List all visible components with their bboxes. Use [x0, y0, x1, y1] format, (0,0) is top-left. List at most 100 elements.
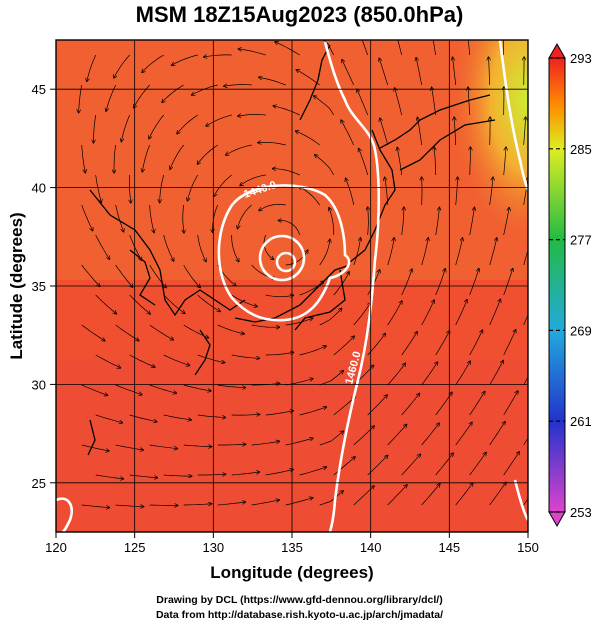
contour-center-inner	[275, 251, 297, 273]
streamline	[217, 384, 246, 388]
streamline	[273, 106, 300, 116]
streamline	[81, 384, 108, 395]
streamline	[183, 204, 184, 233]
streamline	[285, 318, 313, 326]
streamline	[489, 238, 497, 266]
streamline	[296, 70, 320, 86]
streamline	[523, 376, 528, 386]
streamline	[197, 294, 221, 312]
streamline	[468, 40, 471, 56]
streamline	[368, 207, 369, 236]
streamline	[470, 147, 471, 176]
streamline	[95, 174, 102, 202]
streamline	[435, 331, 450, 356]
streamline	[95, 414, 123, 423]
streamline	[299, 346, 326, 356]
plot-area: 1440.0 1460.0	[56, 40, 542, 532]
streamline	[353, 303, 371, 326]
credit-data-source: Data from http://database.rish.kyoto-u.a…	[155, 609, 444, 621]
y-tick-label: 45	[32, 82, 46, 97]
streamline	[489, 57, 490, 86]
streamline	[275, 42, 300, 56]
colorbar-gradient	[548, 57, 566, 513]
streamline	[319, 239, 330, 266]
x-tick-label: 140	[360, 540, 382, 555]
streamline	[489, 422, 505, 446]
streamline	[299, 407, 327, 416]
streamline	[251, 324, 280, 327]
streamline	[251, 441, 280, 446]
contour-1440	[217, 184, 351, 322]
streamline	[319, 431, 344, 446]
streamline	[129, 474, 158, 478]
streamline	[387, 301, 402, 326]
streamline	[170, 144, 184, 169]
streamline	[265, 295, 294, 297]
streamline	[258, 142, 286, 146]
grid-lines	[56, 40, 528, 532]
colorbar-bottom-arrow	[548, 511, 566, 528]
streamline	[231, 294, 257, 307]
x-tick-label: 135	[281, 540, 303, 555]
y-tick-label: 40	[32, 181, 46, 196]
streamline	[251, 500, 280, 506]
streamline	[299, 187, 320, 206]
streamline	[142, 144, 151, 172]
streamlines	[79, 40, 542, 508]
coastlines	[87, 44, 496, 456]
y-axis: 25 30 35 40 45	[32, 82, 56, 491]
streamline	[421, 362, 438, 386]
streamline	[329, 208, 335, 235]
colorbar-tick-label: 285	[570, 142, 592, 157]
streamline	[416, 58, 423, 86]
streamline	[387, 424, 407, 446]
streamline	[503, 391, 518, 416]
streamline	[538, 147, 542, 175]
streamline	[163, 475, 192, 476]
streamline	[129, 294, 151, 314]
streamline	[149, 384, 177, 393]
streamline	[87, 54, 97, 81]
streamline	[367, 455, 388, 476]
y-axis-label: Latitude (degrees)	[7, 212, 26, 359]
streamline	[401, 332, 418, 356]
streamline	[197, 414, 226, 418]
streamline	[401, 269, 412, 296]
streamline	[314, 96, 334, 116]
streamline	[217, 324, 245, 334]
streamline	[224, 85, 252, 87]
streamline	[397, 40, 403, 56]
streamline	[115, 444, 144, 450]
streamline	[149, 264, 166, 288]
streamline	[333, 397, 355, 416]
streamline	[206, 114, 232, 126]
streamline	[435, 269, 446, 296]
streamline	[121, 114, 131, 142]
streamline	[489, 299, 501, 326]
streamline	[134, 84, 150, 108]
streamline	[115, 264, 133, 287]
streamline	[323, 40, 335, 56]
streamline	[231, 354, 260, 358]
streamline	[115, 204, 124, 232]
streamline	[346, 178, 355, 206]
streamline	[183, 264, 201, 288]
streamline	[333, 457, 355, 476]
streamline	[489, 177, 493, 206]
streamline	[265, 352, 294, 356]
streamline	[401, 207, 404, 236]
streamline	[469, 330, 483, 356]
streamline	[163, 294, 185, 313]
streamline	[342, 60, 355, 86]
streamline	[285, 438, 313, 446]
streamline	[421, 238, 429, 266]
streamline	[197, 354, 225, 363]
streamline	[538, 87, 540, 115]
streamline	[217, 444, 246, 445]
streamline	[142, 54, 164, 72]
streamline	[455, 238, 463, 266]
streamline	[503, 452, 520, 476]
streamline	[238, 49, 266, 56]
streamline	[359, 149, 369, 176]
